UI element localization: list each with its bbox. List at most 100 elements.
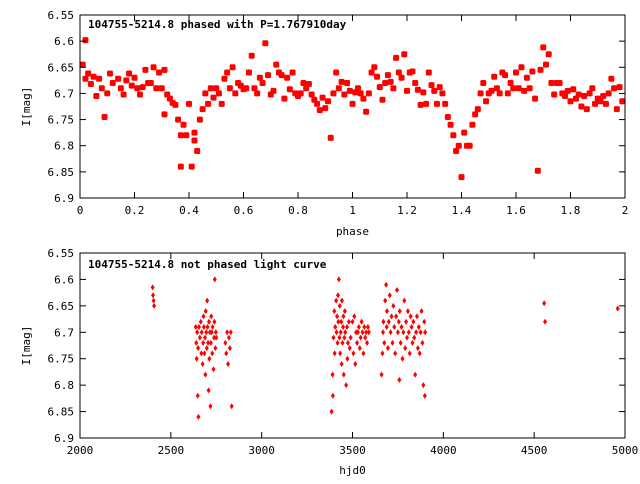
data-point xyxy=(420,339,425,346)
data-point xyxy=(413,371,418,378)
data-point xyxy=(212,334,217,341)
data-point xyxy=(420,89,427,96)
y-tick-label: 6.85 xyxy=(48,166,75,179)
data-point xyxy=(384,324,389,330)
data-point xyxy=(210,324,215,330)
data-point xyxy=(153,85,160,92)
data-point xyxy=(337,334,342,341)
data-point xyxy=(191,129,198,136)
data-point xyxy=(359,318,364,325)
data-point xyxy=(600,93,607,100)
data-point xyxy=(207,355,212,362)
data-point xyxy=(256,74,263,81)
data-point xyxy=(193,324,198,330)
data-point xyxy=(339,297,344,304)
x-tick-label: 4000 xyxy=(430,444,457,457)
data-point xyxy=(338,78,345,85)
data-point xyxy=(117,85,124,92)
data-point xyxy=(156,69,163,76)
data-point xyxy=(483,98,490,105)
data-point xyxy=(345,339,350,346)
data-point xyxy=(608,75,615,82)
data-point xyxy=(542,61,549,68)
data-point xyxy=(466,142,473,149)
data-point xyxy=(394,313,399,320)
data-point xyxy=(469,121,476,128)
x-tick-label: 2500 xyxy=(158,444,185,457)
data-point xyxy=(351,350,356,357)
data-point xyxy=(329,408,334,415)
data-point xyxy=(199,329,204,336)
data-point xyxy=(414,329,419,336)
data-point xyxy=(410,339,415,346)
x-tick-label: 0.4 xyxy=(179,204,199,217)
data-point xyxy=(136,91,143,98)
data-point xyxy=(161,111,168,118)
data-point xyxy=(474,106,481,113)
data-point xyxy=(206,318,211,325)
data-point xyxy=(540,44,547,51)
data-point xyxy=(201,313,206,320)
data-point xyxy=(213,345,218,352)
data-point xyxy=(510,85,517,92)
y-tick-label: 6.9 xyxy=(54,192,74,205)
data-point xyxy=(322,105,329,112)
data-point xyxy=(342,308,347,315)
y-tick-label: 6.8 xyxy=(54,379,74,392)
data-point xyxy=(542,300,547,307)
data-point xyxy=(419,308,424,315)
data-point xyxy=(534,167,541,174)
data-point xyxy=(408,313,413,320)
data-point xyxy=(348,334,353,341)
data-point xyxy=(270,87,277,94)
data-point xyxy=(248,52,255,59)
data-point xyxy=(289,69,296,76)
data-point xyxy=(390,85,397,92)
data-point xyxy=(529,68,536,75)
data-point xyxy=(532,95,539,102)
data-point xyxy=(357,90,364,97)
phased-plot-ticks: 0 0.2 0.4 0.6 0.8 1 1.2 1.4 1.6 1.8 2 6.55 6.6 6.65 6.… xyxy=(48,9,629,217)
data-point xyxy=(412,79,419,86)
data-point xyxy=(384,72,391,79)
data-point xyxy=(382,339,387,346)
data-point xyxy=(406,329,411,336)
data-point xyxy=(183,132,190,139)
x-tick-label: 2 xyxy=(622,204,629,217)
data-point xyxy=(384,281,389,288)
data-point xyxy=(350,318,355,325)
data-point xyxy=(305,81,312,88)
data-point xyxy=(393,350,398,357)
data-point xyxy=(537,66,544,73)
data-point xyxy=(82,75,89,82)
data-point xyxy=(360,329,365,336)
data-point xyxy=(386,318,391,325)
data-point xyxy=(619,98,626,105)
data-point xyxy=(397,308,402,315)
data-point xyxy=(208,339,213,346)
data-point xyxy=(226,334,231,341)
data-point xyxy=(341,313,346,320)
data-point xyxy=(98,85,105,92)
data-point xyxy=(226,85,233,92)
data-point xyxy=(352,313,357,320)
x-tick-label: 4500 xyxy=(521,444,548,457)
data-point xyxy=(336,276,341,283)
data-point xyxy=(333,69,340,76)
data-point xyxy=(278,72,285,79)
data-point xyxy=(363,334,368,341)
data-point xyxy=(409,324,414,330)
data-point xyxy=(207,85,214,92)
data-point xyxy=(286,86,293,93)
x-tick-label: 0.2 xyxy=(125,204,145,217)
data-point xyxy=(188,163,195,170)
data-point xyxy=(390,339,395,346)
data-point xyxy=(589,85,596,92)
data-point xyxy=(421,382,426,389)
data-point xyxy=(203,371,208,378)
data-point xyxy=(366,329,371,336)
data-point xyxy=(331,334,336,341)
data-point xyxy=(85,70,92,77)
data-point xyxy=(339,318,344,325)
x-tick-label: 1.2 xyxy=(397,204,417,217)
